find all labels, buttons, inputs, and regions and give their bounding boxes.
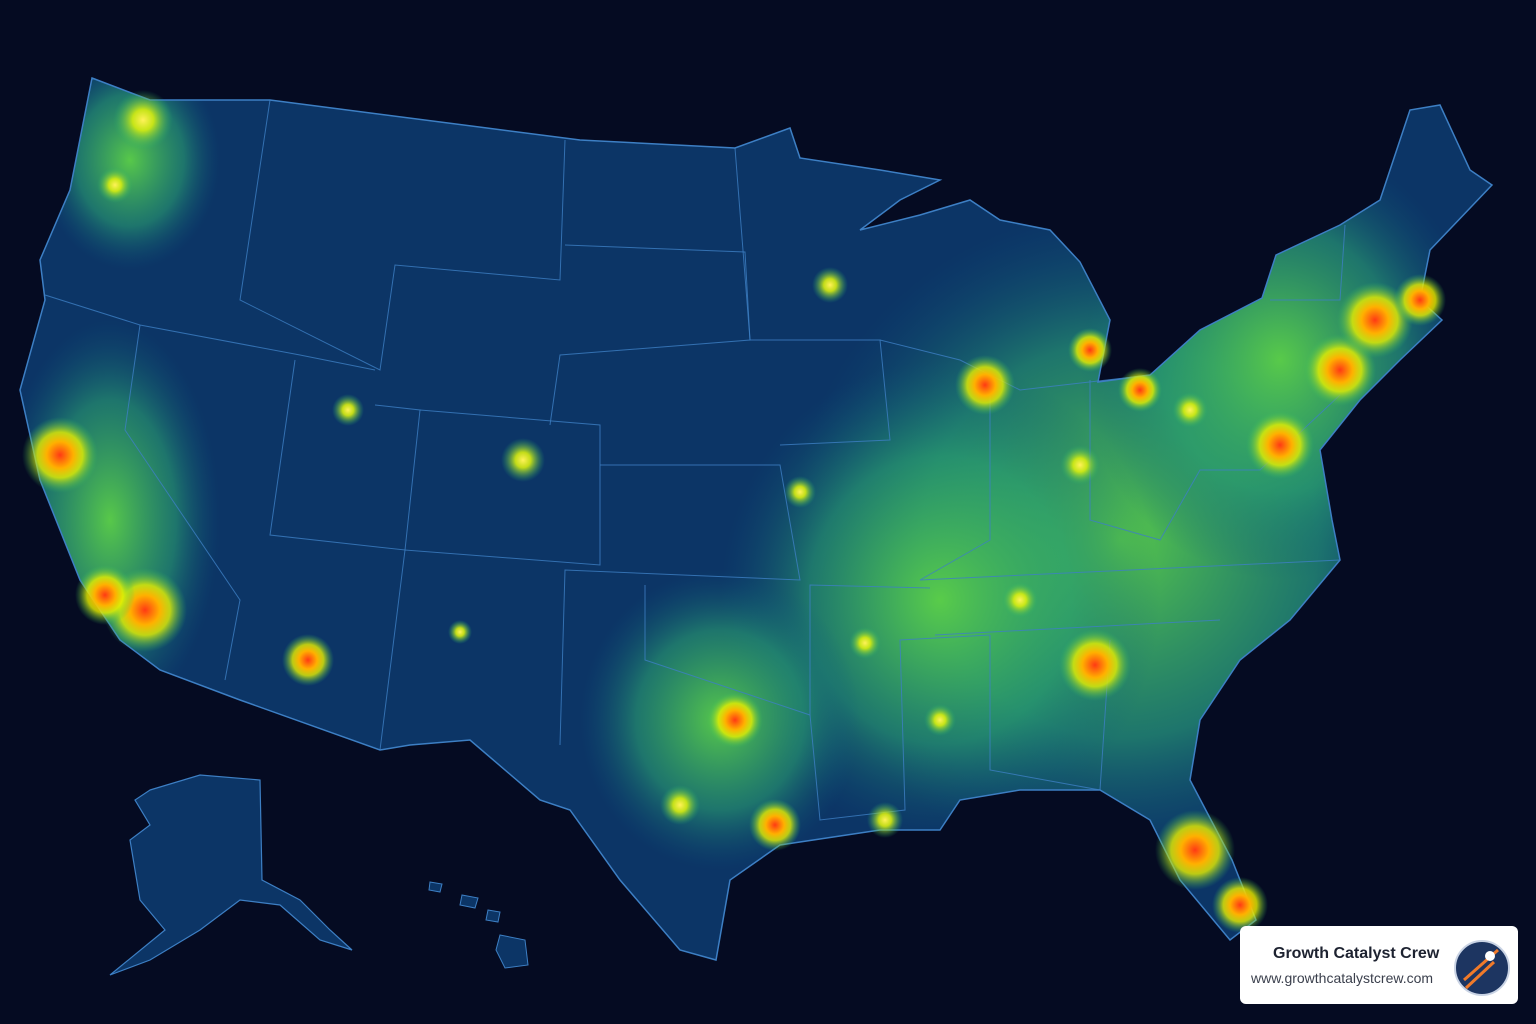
state-border (124, 324, 241, 681)
city-light (22, 417, 98, 493)
city-light (97, 167, 133, 203)
city-light (448, 620, 472, 644)
city-light (1246, 411, 1314, 479)
island (428, 881, 443, 893)
city-lights (22, 90, 1446, 933)
island (495, 934, 529, 969)
badge-title: Growth Catalyst Crew (1273, 945, 1440, 962)
city-light (282, 634, 334, 686)
state-border (1270, 224, 1346, 301)
logo-dot (1485, 951, 1495, 961)
city-light (1394, 274, 1446, 326)
badge-url[interactable]: www.growthcatalystcrew.com (1250, 970, 1433, 986)
city-light (1337, 282, 1413, 358)
alaska-shape (109, 774, 353, 976)
city-light (924, 704, 956, 736)
city-light (75, 565, 135, 625)
state-border (809, 634, 991, 821)
city-light (867, 802, 903, 838)
badge-background (1240, 926, 1518, 1004)
city-light (1212, 877, 1268, 933)
city-light (749, 799, 801, 851)
city-light (812, 267, 848, 303)
state-borders (44, 99, 1346, 821)
city-light (955, 355, 1015, 415)
city-light (1068, 328, 1112, 372)
city-light (1118, 368, 1162, 412)
state-border (559, 464, 801, 746)
state-border (44, 294, 376, 371)
city-light (707, 692, 763, 748)
hawaii (428, 881, 529, 969)
city-light (332, 394, 364, 426)
badge-logo (1454, 940, 1510, 996)
alaska (109, 774, 353, 976)
city-light (660, 785, 700, 825)
state-border (989, 635, 1111, 791)
city-light (1059, 629, 1131, 701)
city-light (1060, 445, 1100, 485)
state-border (934, 619, 1221, 636)
city-light (1155, 810, 1235, 890)
coastline (19, 76, 1494, 961)
city-light (501, 438, 545, 482)
state-border (919, 385, 1341, 581)
island (485, 909, 501, 923)
city-light (1172, 392, 1208, 428)
brand-badge[interactable]: Growth Catalyst Crew www.growthcatalystc… (1240, 926, 1518, 1004)
city-light (113, 90, 173, 150)
city-light (784, 476, 816, 508)
city-light (849, 627, 881, 659)
island (459, 894, 479, 909)
state-border (239, 99, 566, 371)
city-light (1002, 582, 1038, 618)
state-border (379, 409, 601, 751)
